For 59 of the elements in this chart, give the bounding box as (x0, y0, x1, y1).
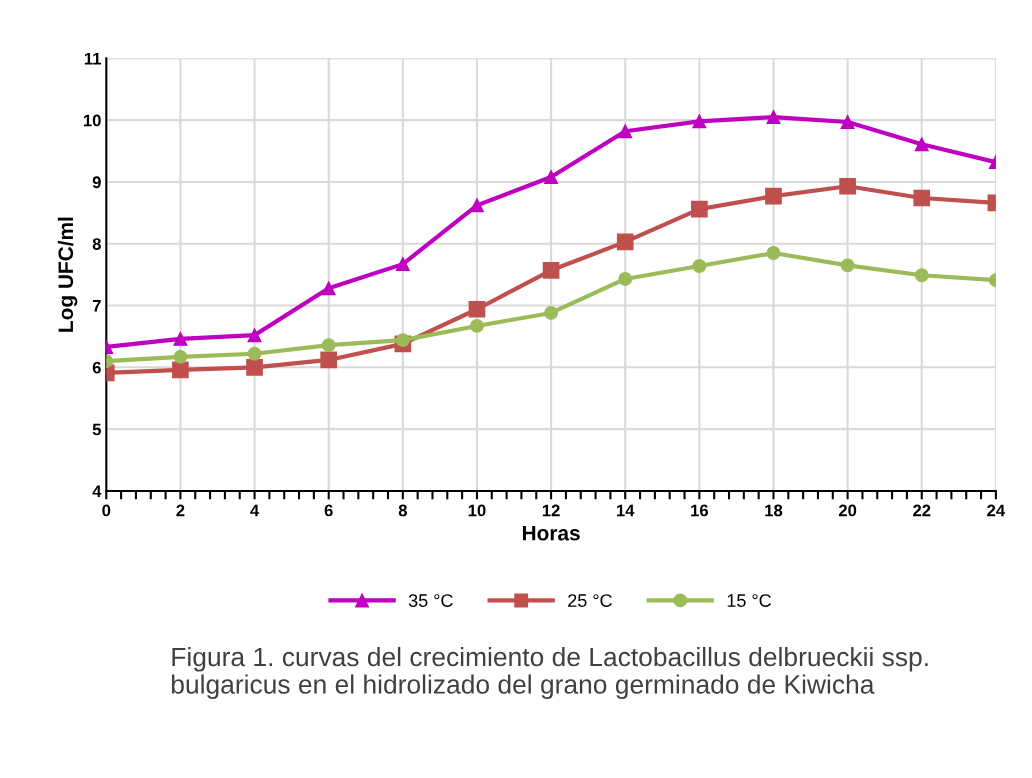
point (320, 351, 338, 369)
point (914, 268, 929, 283)
point (395, 333, 410, 348)
y-tick-label: 10 (83, 114, 101, 127)
x-tick-label: 2 (176, 504, 185, 517)
x-axis-title: Horas (522, 525, 580, 541)
point (618, 124, 633, 139)
point (173, 349, 188, 364)
point (692, 259, 707, 273)
x-tick-label: 10 (468, 504, 486, 517)
y-tick-label: 6 (92, 361, 101, 374)
y-tick-label: 8 (92, 238, 101, 250)
point (839, 177, 856, 195)
point (321, 338, 336, 353)
x-tick-label: 6 (324, 504, 333, 517)
x-tick-label: 4 (250, 504, 260, 517)
point (618, 272, 633, 286)
point (766, 110, 781, 125)
point (542, 261, 560, 279)
point (246, 358, 263, 376)
point (247, 346, 262, 361)
point (840, 258, 855, 273)
point (544, 170, 559, 184)
y-tick-label: 9 (92, 176, 101, 189)
legend-label: 25 °C (568, 594, 612, 607)
point (321, 281, 336, 296)
y-axis-title: Log UFC/ml (57, 217, 78, 332)
point (692, 114, 707, 129)
y-tick-label: 11 (84, 52, 101, 65)
point (765, 187, 782, 205)
point (766, 246, 781, 260)
point (395, 257, 410, 272)
point (247, 328, 262, 343)
point (840, 115, 855, 129)
x-tick-label: 8 (398, 504, 407, 517)
x-tick-label: 20 (838, 504, 857, 517)
legend-label: 35 °C (408, 594, 453, 607)
y-tick-label: 5 (92, 423, 101, 436)
point (470, 318, 484, 333)
point (914, 137, 929, 152)
y-tick-label: 7 (92, 300, 101, 312)
x-tick-label: 18 (765, 504, 783, 517)
point (468, 300, 486, 318)
point (173, 331, 188, 346)
point (172, 361, 189, 379)
y-tick-label: 4 (92, 485, 102, 497)
x-tick-label: 22 (913, 504, 931, 517)
point (616, 233, 634, 251)
text: Figura 1. curvas del crecimiento de Lactobacillus delbrueckii ssp. bulgaricus en el hidrolizado del grano germinado de Kiwicha (171, 646, 928, 699)
x-tick-label: 14 (617, 504, 635, 517)
x-tick-label: 12 (542, 504, 560, 517)
x-tick-label: 24 (987, 504, 1006, 517)
legend-label: 15 °C (727, 594, 772, 607)
point (691, 200, 708, 218)
x-tick-label: 0 (102, 504, 111, 517)
point (544, 306, 559, 320)
x-tick-label: 16 (691, 504, 709, 517)
point (470, 198, 484, 213)
point (913, 189, 931, 207)
